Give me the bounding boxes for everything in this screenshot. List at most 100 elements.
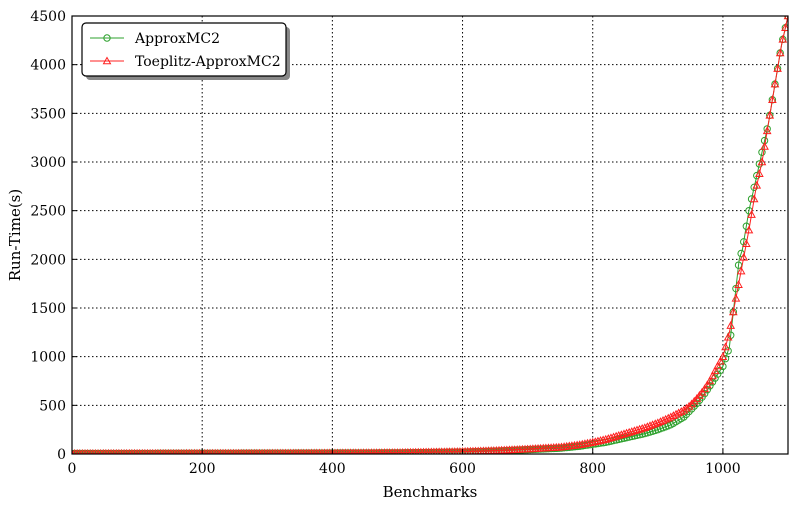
data-point-marker (339, 448, 346, 454)
data-point-marker (155, 448, 161, 454)
series-layer (72, 16, 788, 454)
data-point-marker (781, 23, 788, 31)
data-point-marker (344, 448, 352, 454)
data-point-marker (363, 448, 370, 454)
data-point-marker (453, 447, 462, 454)
data-point-marker (448, 447, 456, 454)
data-point-marker (240, 448, 247, 454)
data-point-marker (736, 266, 746, 275)
data-point-marker (243, 448, 250, 454)
data-point-marker (637, 423, 647, 432)
data-point-marker (713, 361, 723, 370)
legend-entries: ApproxMC2 Toeplitz-ApproxMC2 (90, 31, 281, 70)
data-point-marker (220, 448, 226, 454)
data-point-marker (186, 448, 193, 454)
data-point-marker (108, 448, 114, 454)
data-point-marker (775, 48, 785, 57)
data-point-marker (248, 448, 255, 454)
data-point-marker (230, 448, 237, 454)
data-point-marker (435, 447, 443, 454)
x-tick-label: 1000 (705, 461, 741, 477)
data-point-marker (129, 448, 135, 454)
data-point-marker (590, 437, 600, 446)
plot-frame (71, 15, 789, 455)
data-point-marker (355, 448, 362, 454)
y-tick-label: 500 (39, 398, 66, 414)
data-point-marker (619, 429, 629, 438)
x-tick-label: 800 (579, 461, 606, 477)
data-point-marker (235, 448, 242, 454)
data-point-marker (313, 448, 320, 454)
data-point-marker (417, 447, 425, 454)
legend-box (81, 22, 287, 77)
data-point-marker (721, 342, 730, 351)
data-point-marker (778, 34, 788, 43)
data-point-marker (749, 194, 759, 203)
data-point-marker (292, 448, 299, 454)
data-point-marker (142, 448, 148, 454)
x-tick-label: 400 (319, 461, 346, 477)
data-point-marker (438, 447, 446, 454)
data-point-marker (378, 448, 386, 454)
data-point-marker (705, 376, 715, 385)
data-point-marker (214, 448, 221, 454)
data-point-marker (279, 448, 286, 454)
data-point-marker (750, 183, 758, 192)
data-point-marker (463, 446, 472, 454)
data-point-marker (181, 448, 187, 454)
data-point-marker (624, 427, 634, 436)
data-point-marker (617, 430, 626, 439)
data-point-marker (596, 436, 605, 444)
data-point-marker (627, 427, 637, 435)
data-point-marker (466, 446, 475, 454)
data-point-marker (149, 448, 156, 454)
data-point-marker (334, 448, 341, 454)
data-point-marker (87, 448, 94, 454)
data-point-marker (217, 448, 224, 454)
data-point-marker (282, 448, 289, 454)
data-point-marker (645, 421, 655, 430)
data-point-marker (445, 447, 454, 454)
data-point-marker (201, 448, 208, 454)
data-point-marker (770, 79, 780, 88)
data-point-marker (321, 448, 328, 454)
legend-label: ApproxMC2 (134, 31, 220, 47)
data-point-marker (233, 448, 239, 454)
data-point-marker (414, 447, 422, 454)
y-tick-label: 2000 (30, 252, 66, 268)
data-point-marker (318, 448, 325, 454)
data-point-marker (394, 448, 401, 454)
data-point-marker (209, 448, 216, 454)
data-point-marker (95, 448, 101, 454)
x-tick-label: 600 (449, 461, 476, 477)
data-point-marker (714, 370, 722, 378)
data-point-marker (246, 448, 252, 454)
data-point-marker (425, 447, 433, 454)
data-point-marker (287, 448, 294, 454)
data-point-marker (92, 448, 99, 454)
data-point-marker (643, 422, 652, 431)
data-point-marker (606, 433, 616, 442)
data-point-marker (77, 448, 83, 454)
data-point-marker (679, 405, 689, 414)
data-point-marker (350, 448, 357, 454)
data-point-marker (74, 448, 80, 454)
data-point-marker (152, 448, 159, 454)
data-point-marker (175, 448, 182, 454)
data-point-marker (609, 432, 618, 441)
data-point-marker (326, 448, 333, 454)
data-point-marker (199, 448, 206, 454)
data-point-marker (450, 447, 459, 454)
data-point-marker (718, 352, 728, 360)
data-point-marker (347, 448, 354, 454)
data-point-marker (739, 252, 749, 261)
y-tick-label: 4000 (30, 58, 66, 74)
data-point-marker (103, 448, 109, 454)
data-point-marker (337, 448, 344, 454)
data-point-marker (266, 448, 273, 454)
data-point-marker (253, 448, 260, 454)
series-toeplitz-approxmc2 (72, 16, 788, 454)
data-point-marker (760, 141, 769, 150)
data-point-marker (461, 446, 470, 454)
data-point-marker (238, 448, 245, 454)
